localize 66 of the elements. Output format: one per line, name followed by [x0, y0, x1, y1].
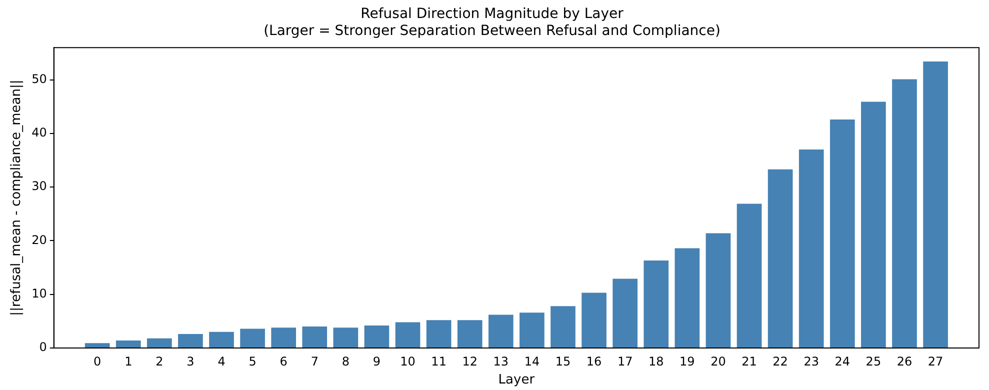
bar — [333, 328, 358, 348]
y-tick-label: 30 — [32, 179, 47, 194]
x-axis-title: Layer — [498, 372, 536, 388]
x-tick-label: 15 — [555, 354, 571, 368]
y-tick-label: 50 — [32, 72, 47, 86]
x-tick-label: 18 — [648, 354, 664, 368]
bar — [830, 119, 855, 348]
x-tick-label: 14 — [524, 354, 540, 368]
x-tick-label: 5 — [248, 354, 256, 368]
x-tick-label: 3 — [186, 354, 194, 368]
bar — [84, 343, 110, 348]
bar — [302, 326, 328, 348]
x-tick-label: 22 — [772, 354, 788, 368]
bar — [488, 314, 514, 348]
x-tick-label: 11 — [431, 354, 446, 368]
y-tick-label: 0 — [39, 340, 47, 354]
x-tick-label: 10 — [400, 354, 416, 368]
bar — [612, 278, 638, 348]
bar — [736, 204, 762, 348]
bar — [209, 332, 234, 348]
x-tick-label: 8 — [342, 354, 350, 368]
bar — [582, 292, 606, 348]
x-tick-label: 27 — [928, 354, 944, 368]
bar — [147, 338, 172, 348]
bar — [116, 340, 141, 348]
x-tick-label: 12 — [462, 354, 478, 368]
x-tick-label: 17 — [617, 354, 633, 368]
x-tick-label: 16 — [586, 354, 602, 368]
y-tick-label: 20 — [32, 232, 47, 247]
x-tick-label: 23 — [804, 354, 819, 368]
x-tick-label: 25 — [866, 354, 882, 368]
bar — [798, 150, 824, 348]
bar — [550, 306, 576, 348]
bar — [426, 320, 452, 348]
bar — [923, 62, 948, 348]
bar — [674, 248, 700, 348]
x-tick-label: 0 — [94, 354, 102, 368]
x-tick-label: 21 — [742, 354, 757, 368]
x-tick-label: 13 — [493, 354, 509, 368]
bar — [861, 102, 886, 348]
chart-title: Refusal Direction Magnitude by Layer — [360, 6, 624, 22]
bar — [520, 312, 544, 348]
bar — [395, 322, 420, 348]
x-tick-label: 7 — [310, 354, 318, 368]
bar — [768, 169, 793, 348]
x-tick-label: 24 — [834, 354, 850, 368]
bar — [706, 233, 731, 348]
x-tick-label: 26 — [896, 354, 912, 368]
bar — [271, 328, 296, 348]
x-tick-label: 1 — [124, 354, 132, 368]
x-tick-label: 4 — [218, 354, 226, 368]
bar — [178, 334, 203, 348]
x-tick-label: 9 — [372, 354, 381, 368]
x-tick-label: 6 — [280, 354, 288, 368]
bar — [364, 325, 390, 348]
y-tick-label: 40 — [32, 126, 47, 140]
chart-subtitle: (Larger = Stronger Separation Between Refusal and Compliance) — [264, 22, 720, 39]
bar — [892, 79, 917, 348]
bar — [240, 328, 265, 348]
y-axis-title: ||refusal_mean - compliance_mean|| — [9, 80, 24, 316]
x-tick-label: 2 — [156, 354, 164, 368]
bar — [457, 320, 482, 348]
x-tick-label: 20 — [710, 354, 726, 368]
x-tick-label: 19 — [680, 354, 695, 368]
y-tick-label: 10 — [32, 286, 47, 300]
bar — [644, 260, 669, 348]
